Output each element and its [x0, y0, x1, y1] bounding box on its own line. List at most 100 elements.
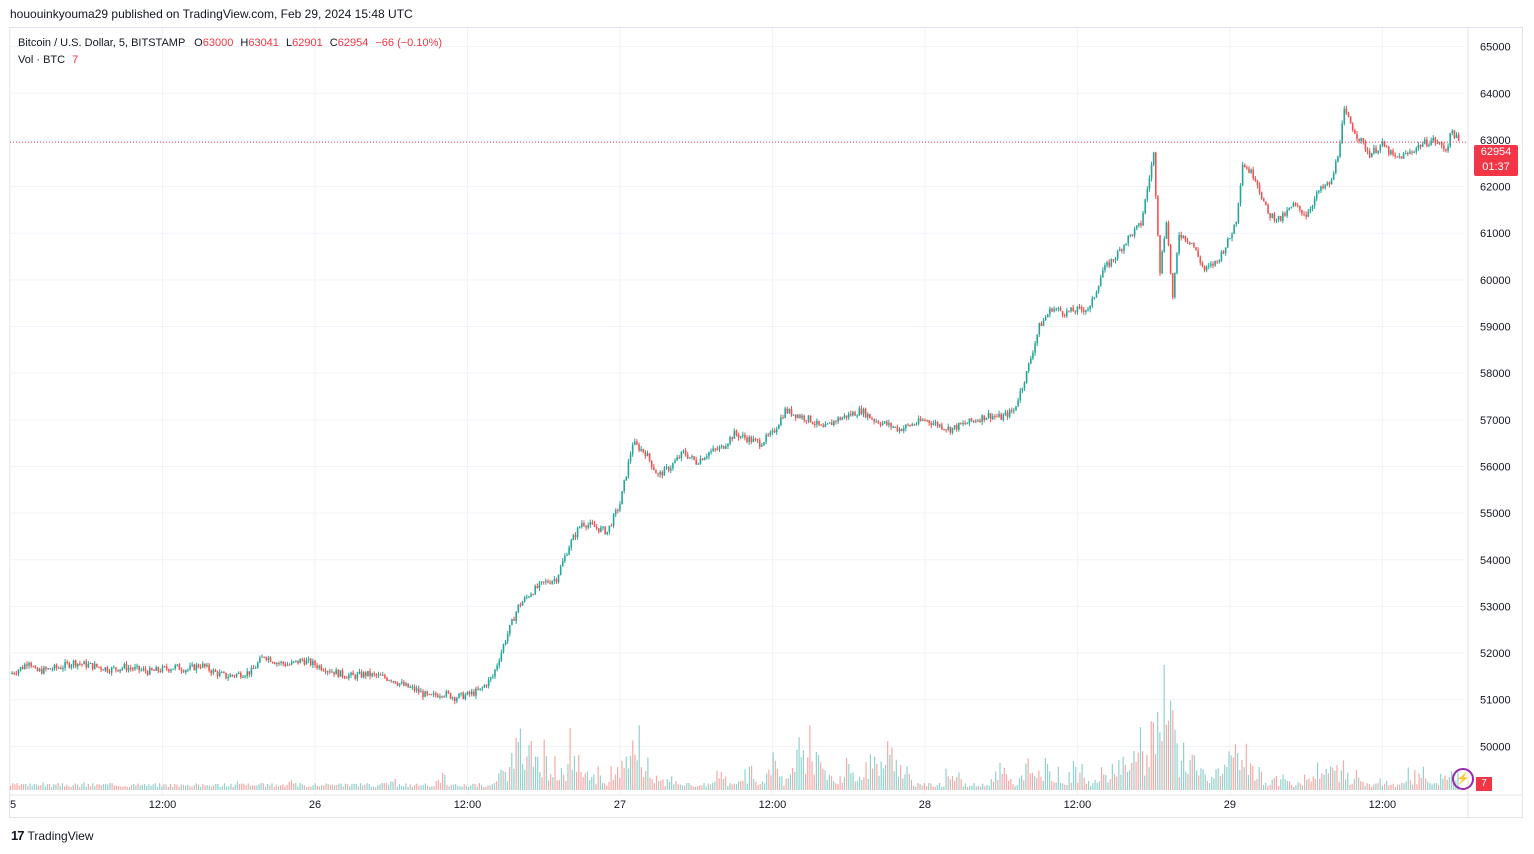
- volume-bar: [284, 786, 286, 790]
- candle-body: [356, 673, 359, 679]
- candle-body: [665, 466, 668, 468]
- volume-bar: [1260, 771, 1262, 790]
- candle-body: [36, 668, 39, 671]
- candle-body: [830, 422, 833, 426]
- volume-bar: [854, 781, 856, 790]
- candle-body: [701, 458, 704, 461]
- volume-bar: [1405, 781, 1407, 790]
- candle-body: [1116, 251, 1119, 259]
- volume-bar: [1027, 758, 1029, 790]
- volume-bar: [748, 766, 751, 790]
- volume-bar: [897, 776, 900, 790]
- volume-bar: [1016, 785, 1018, 790]
- candle-body: [1447, 146, 1449, 151]
- volume-bar: [1282, 774, 1284, 790]
- volume-bar: [958, 772, 960, 790]
- volume-bar: [517, 742, 519, 790]
- candle-body: [989, 413, 992, 419]
- candle-body: [1351, 123, 1354, 131]
- candle-body: [1042, 320, 1045, 326]
- volume-bar: [1249, 763, 1252, 790]
- candle-body: [1398, 156, 1401, 158]
- volume-bar: [733, 783, 735, 790]
- volume-bar: [809, 725, 811, 790]
- volume-bar: [424, 783, 426, 790]
- candle-body: [112, 667, 115, 669]
- candle-body: [187, 669, 189, 671]
- candle-body: [1152, 152, 1155, 165]
- candle-body: [66, 662, 68, 664]
- candle-body: [1277, 215, 1280, 220]
- volume-bar: [31, 785, 33, 790]
- volume-bar: [126, 786, 128, 790]
- candle-body: [1356, 133, 1358, 139]
- volume-bar: [381, 782, 383, 790]
- volume-bar: [850, 773, 852, 790]
- candle-body: [864, 408, 867, 418]
- candle-body: [489, 677, 492, 680]
- candle-body: [809, 415, 812, 423]
- candle-body: [1457, 134, 1460, 141]
- volume-bar: [1129, 770, 1131, 790]
- candle-body: [784, 408, 786, 418]
- candle-body: [828, 422, 831, 424]
- candle-body: [115, 667, 117, 670]
- candle-body: [642, 449, 645, 452]
- candle-body: [792, 414, 795, 416]
- candle-body: [1455, 134, 1458, 138]
- candle-body: [839, 417, 842, 420]
- volume-bar: [884, 765, 887, 790]
- volume-bar: [474, 783, 476, 790]
- candle-body: [1176, 253, 1178, 274]
- candle-body: [379, 674, 382, 676]
- volume-bar: [1014, 786, 1016, 790]
- volume-bar: [1025, 763, 1027, 790]
- candle-body: [845, 415, 848, 418]
- candle-body: [1286, 210, 1288, 216]
- candle-body: [74, 660, 77, 667]
- candle-body: [1233, 224, 1235, 234]
- symbol-title: Bitcoin / U.S. Dollar, 5, BITSTAMP: [18, 37, 186, 49]
- candle-body: [314, 660, 316, 666]
- candle-body: [542, 581, 545, 583]
- volume-bar: [187, 784, 189, 790]
- candle-body: [280, 661, 282, 664]
- candle-body: [955, 425, 958, 430]
- candle-body: [144, 668, 147, 672]
- candle-body: [525, 596, 528, 598]
- lightning-icon[interactable]: ⚡: [1452, 768, 1474, 790]
- volume-bar: [750, 765, 753, 790]
- volume-bar: [1349, 784, 1351, 790]
- candle-body: [991, 416, 994, 419]
- candle-body: [140, 669, 143, 671]
- candle-body: [422, 691, 424, 697]
- candle-body: [151, 668, 153, 671]
- volume-bar: [1234, 744, 1237, 790]
- candle-body: [629, 454, 632, 462]
- candle-body: [1258, 185, 1261, 193]
- candle-body: [1451, 130, 1454, 134]
- candle-body: [1292, 203, 1295, 207]
- high-label: H: [240, 37, 249, 49]
- volume-bar: [292, 783, 295, 790]
- candle-body: [756, 439, 759, 441]
- volume-bar: [372, 786, 375, 790]
- volume-bar: [1412, 784, 1414, 790]
- candle-body: [725, 446, 727, 449]
- volume-bar: [591, 777, 593, 790]
- candle-body: [926, 420, 928, 422]
- volume-bar: [174, 783, 176, 790]
- volume-bar: [1316, 762, 1319, 790]
- volume-bar: [1226, 767, 1228, 790]
- candle-body: [1332, 173, 1335, 180]
- candle-body: [932, 423, 935, 426]
- footer-brand[interactable]: 17 TradingView: [11, 828, 94, 843]
- volume-bar: [172, 786, 174, 790]
- volume-bar: [347, 784, 349, 790]
- volume-bar: [426, 785, 429, 790]
- candle-body: [1055, 308, 1058, 310]
- candle-body: [282, 661, 285, 664]
- candle-body: [720, 445, 723, 448]
- volume-bar: [1031, 772, 1034, 790]
